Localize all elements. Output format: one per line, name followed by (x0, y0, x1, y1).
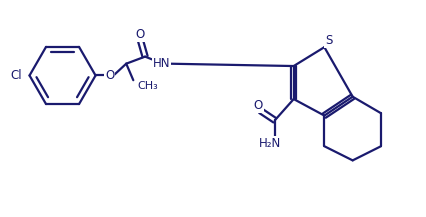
Text: O: O (253, 99, 262, 112)
Text: H₂N: H₂N (259, 137, 281, 150)
Text: CH₃: CH₃ (137, 81, 158, 91)
Text: O: O (135, 28, 145, 41)
Text: HN: HN (153, 57, 170, 70)
Text: S: S (325, 34, 332, 47)
Text: O: O (105, 69, 114, 82)
Text: Cl: Cl (11, 69, 23, 82)
